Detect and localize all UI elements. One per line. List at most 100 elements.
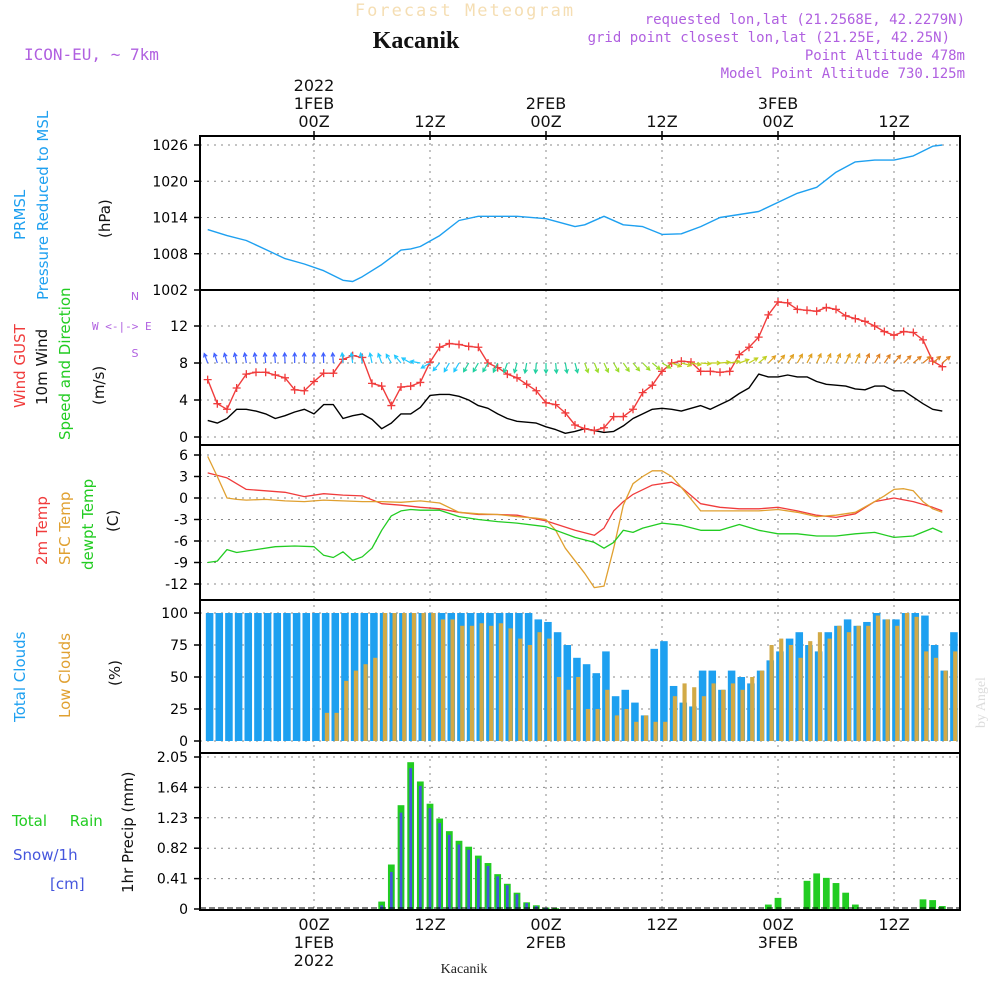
low-cloud-bar — [711, 683, 716, 741]
gust-marker — [397, 383, 405, 392]
wind-arrow — [729, 359, 741, 365]
rain-bar — [832, 883, 840, 909]
ytick-label: -9 — [174, 556, 188, 572]
top-time-label: 00Z — [530, 112, 561, 131]
low-cloud-bar — [914, 616, 919, 741]
low-cloud-bar — [450, 619, 455, 741]
gust-marker — [319, 369, 328, 378]
low-cloud-bar — [624, 709, 629, 741]
bottom-time-label: 00Z — [762, 915, 793, 934]
gust-marker — [522, 380, 531, 389]
gust-marker — [300, 386, 309, 395]
snow-bar — [399, 812, 403, 909]
wind-arrow — [282, 351, 288, 364]
top-time-label: 1FEB — [294, 94, 334, 113]
gust-marker — [716, 368, 724, 377]
low-cloud-bar — [469, 625, 474, 741]
rain-bar — [552, 908, 560, 909]
ytick-label: 3 — [179, 470, 188, 486]
wind-arrow — [533, 362, 539, 375]
low-cloud-bar — [808, 641, 813, 741]
gust-marker — [600, 423, 608, 432]
ytick-label: 6 — [179, 448, 188, 464]
wind-arrow — [739, 358, 750, 364]
bottom-time-label: 2022 — [294, 951, 335, 970]
low-cloud-bar — [846, 632, 851, 741]
wind-arrow — [564, 362, 569, 375]
wind-arrow — [472, 362, 479, 373]
gust-marker — [812, 307, 821, 316]
compass-we: W <-|-> E — [92, 320, 152, 333]
low-cloud-bar — [537, 632, 542, 741]
wind-arrow — [700, 361, 712, 367]
total-cloud-bar — [283, 613, 291, 741]
gust-marker — [841, 311, 850, 320]
top-time-label: 12Z — [414, 112, 445, 131]
top-time-label: 3FEB — [758, 94, 798, 113]
low-cloud-bar — [382, 613, 387, 741]
gust-marker — [609, 412, 618, 421]
ytick-label: 0 — [179, 491, 188, 507]
ytick-label: -3 — [174, 513, 188, 529]
low-cloud-bar — [595, 709, 600, 741]
low-cloud-bar — [479, 623, 484, 741]
wind-dir-label: Speed and Direction — [56, 287, 74, 440]
low-cloud-bar — [798, 657, 803, 741]
ytick-label: 1.64 — [157, 780, 188, 796]
gust-marker — [783, 298, 792, 307]
panel-frame-precip — [199, 752, 961, 911]
wind-arrow — [632, 362, 641, 372]
wind-arrow — [651, 362, 661, 371]
gust-marker — [571, 420, 579, 429]
gust-marker — [242, 370, 251, 379]
total-cloud-bar — [650, 648, 659, 741]
low-cloud-bar — [759, 670, 764, 741]
low-cloud-bar — [402, 613, 407, 741]
wind-arrow — [787, 353, 795, 364]
wind-arrow — [603, 362, 610, 374]
wind-arrow — [796, 353, 803, 364]
rain-bar — [813, 873, 821, 909]
wind-unit: (m/s) — [90, 366, 108, 405]
top-time-label: 2FEB — [526, 94, 566, 113]
low-cloud-bar — [585, 709, 590, 741]
wind-arrow — [864, 352, 871, 364]
low-cloud-bar — [817, 632, 822, 741]
wind-arrow — [758, 355, 768, 364]
panel-labels: PRMSL Pressure Reduced to MSL (hPa) Wind… — [11, 110, 152, 893]
snow-bar — [438, 822, 442, 909]
low-cloud-bar — [440, 619, 445, 741]
snow-bar — [525, 903, 529, 909]
prmsl-line — [207, 144, 943, 283]
gust-marker — [619, 412, 628, 421]
total-cloud-bar — [234, 613, 243, 741]
wind-arrow — [903, 355, 912, 364]
gust-marker — [213, 399, 222, 408]
wind-arrow — [593, 362, 600, 374]
ytick-label: -12 — [165, 577, 188, 593]
total-cloud-bar — [582, 664, 591, 741]
gust-marker — [832, 305, 840, 314]
wind-arrow — [311, 351, 317, 363]
rain-bar — [851, 904, 859, 909]
low-cloud-bar — [576, 677, 581, 741]
gust-marker — [909, 328, 918, 337]
model-altitude: Model Point Altitude 730.125m — [721, 66, 965, 82]
compass-n: N — [131, 290, 139, 303]
low-cloud-bar — [527, 645, 532, 741]
wind-arrow — [719, 359, 732, 365]
gust-marker — [706, 367, 715, 376]
low-cloud-bar — [692, 687, 697, 741]
supertitle: Forecast Meteogram — [355, 1, 575, 21]
wind-arrow — [845, 352, 851, 364]
wind-arrow — [710, 360, 722, 366]
dewpt-temp-line — [207, 508, 943, 564]
wind-arrow — [502, 362, 508, 374]
snow-bar — [476, 858, 480, 909]
wind-arrow — [420, 362, 431, 369]
low-cloud-bar — [895, 625, 900, 741]
snow-bar — [544, 908, 548, 909]
total-cloud-bar — [312, 613, 320, 741]
wind-arrow — [854, 352, 861, 364]
gust-marker — [290, 385, 299, 394]
